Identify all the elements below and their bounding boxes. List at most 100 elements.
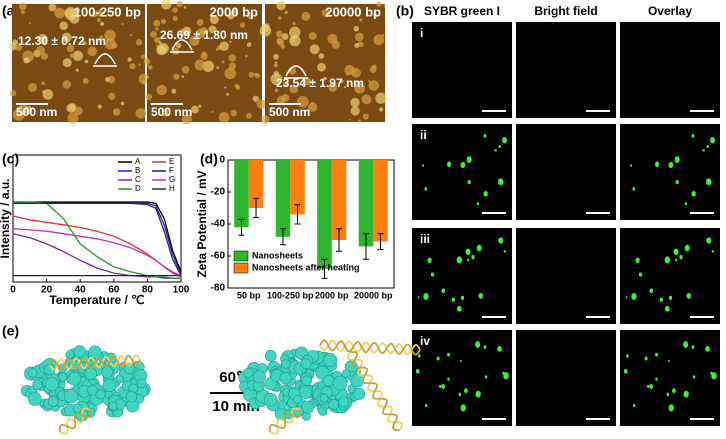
nanosheet-bead — [350, 374, 364, 388]
x-tick-label: 60 — [108, 285, 120, 296]
particle — [229, 40, 232, 43]
nanosheet-bead — [328, 398, 340, 410]
particle — [274, 88, 279, 93]
nanosheet-bead — [64, 389, 79, 404]
fluorescent-spot — [424, 187, 428, 191]
particle — [221, 60, 225, 64]
particle — [359, 18, 363, 22]
particle — [19, 2, 27, 11]
particle — [181, 114, 192, 125]
particle — [173, 73, 180, 80]
fluorescent-spot — [422, 164, 425, 167]
particle — [23, 105, 33, 115]
nanosheet-bead — [332, 375, 348, 391]
error-bar — [321, 258, 328, 279]
particle — [248, 71, 255, 78]
particle — [276, 96, 286, 105]
particle — [224, 67, 237, 80]
particle — [283, 81, 289, 87]
particle — [343, 86, 346, 89]
bar — [317, 160, 332, 269]
row-label: i — [420, 26, 423, 40]
nanosheet-bead — [300, 358, 312, 370]
particle — [216, 66, 219, 70]
nanosheet-bead — [32, 379, 43, 390]
fluorescent-spot — [503, 249, 506, 253]
legend-label: A — [135, 157, 141, 166]
particle — [357, 119, 362, 123]
micrograph — [516, 330, 616, 426]
column-header: Overlay — [648, 4, 692, 18]
particle — [62, 80, 72, 89]
nanosheet-bead — [72, 403, 83, 413]
fluorescent-spot — [502, 137, 507, 144]
legend-label: G — [169, 175, 175, 184]
particle — [75, 68, 79, 72]
particle — [143, 58, 151, 65]
nanosheet-bead — [88, 345, 102, 359]
particle — [303, 77, 312, 86]
particle — [348, 118, 351, 121]
particle — [160, 18, 167, 25]
particle — [9, 42, 17, 51]
particle — [158, 41, 162, 45]
nanosheet-bead — [341, 369, 351, 379]
fluorescent-spot — [456, 256, 463, 264]
particle — [273, 63, 279, 68]
particle — [219, 41, 229, 51]
series-line — [13, 201, 182, 273]
fluorescent-spot — [686, 292, 692, 299]
particle — [256, 99, 267, 109]
fluorescent-spot — [484, 375, 488, 379]
particle — [328, 82, 338, 92]
nanosheet-bead — [136, 378, 147, 389]
particle — [373, 13, 378, 18]
particle — [309, 44, 320, 55]
particle — [178, 29, 187, 37]
fluorescent-spot — [471, 254, 475, 260]
legend-label: H — [169, 184, 175, 193]
fluorescent-spot — [711, 372, 717, 380]
nanosheet-bead — [101, 366, 114, 379]
x-tick-label: 0 — [10, 285, 16, 296]
particle — [239, 22, 246, 28]
fluorescent-spot — [497, 178, 504, 186]
particle — [135, 108, 147, 119]
fluorescent-spot — [418, 354, 421, 358]
fluorescent-spot — [679, 254, 683, 260]
fluorescent-spot — [674, 156, 680, 163]
nanosheet-bead — [125, 390, 138, 403]
particle — [254, 72, 258, 77]
x-tick-label: 80 — [142, 285, 154, 296]
particle — [129, 63, 136, 70]
fluorescent-spot — [476, 244, 482, 252]
particle — [176, 43, 182, 49]
bar — [234, 160, 249, 228]
fluorescent-spot — [649, 288, 654, 294]
particle — [368, 80, 380, 91]
fluorescent-spot — [460, 404, 466, 412]
particle — [227, 12, 234, 20]
legend-label: D — [135, 184, 141, 193]
dna-strand — [58, 409, 92, 433]
fluorescent-spot — [430, 272, 435, 277]
fluorescent-spot — [684, 202, 688, 206]
fluorescent-spot — [631, 292, 637, 300]
particle — [21, 10, 25, 15]
scale-label: 500 nm — [151, 105, 192, 119]
nanosheet-bead — [84, 367, 97, 380]
panel-label: (e) — [2, 323, 19, 339]
particle — [234, 83, 239, 88]
legend-label: E — [169, 157, 174, 166]
particle — [307, 102, 318, 112]
particle — [15, 44, 23, 51]
micrograph — [516, 22, 616, 118]
fluorescent-spot — [711, 249, 714, 253]
fluorescent-spot — [436, 356, 440, 361]
fluorescent-spot — [635, 257, 640, 263]
fluorescent-spot — [672, 388, 676, 394]
fluorescent-spot — [441, 384, 445, 389]
fluorescent-spot — [632, 187, 636, 191]
particle — [29, 22, 32, 25]
particle — [194, 59, 206, 71]
